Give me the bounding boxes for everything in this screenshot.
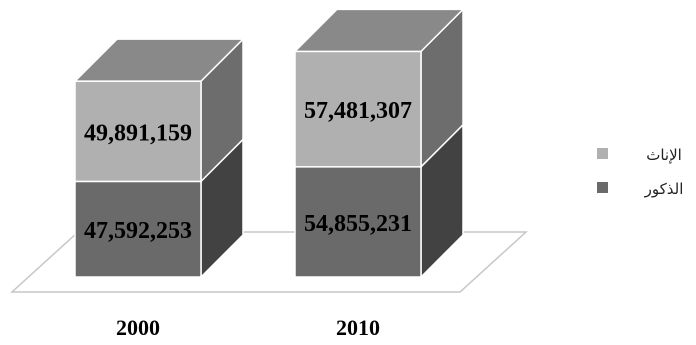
bars-group: 47,592,253 49,891,159 54,855,231 57,481,307 xyxy=(73,7,465,279)
data-label-2000-s0: 47,592,253 xyxy=(84,218,192,244)
category-label-2010: 2010 xyxy=(336,315,380,340)
data-label-2010-s1: 57,481,307 xyxy=(304,98,412,124)
category-label-2000: 2000 xyxy=(116,315,160,340)
legend-label: الذكور xyxy=(644,180,684,198)
category-labels: 2000 2010 xyxy=(116,315,380,340)
bar-top-2010 xyxy=(293,8,465,53)
bar-segment-2010-s1 xyxy=(294,50,422,168)
legend-swatch xyxy=(597,148,608,159)
legend-swatch xyxy=(597,182,608,193)
data-label-2010-s0: 54,855,231 xyxy=(304,211,412,237)
legend: الإناث الذكور xyxy=(597,146,683,198)
bar-segment-2010-s0 xyxy=(294,166,422,278)
data-label-2000-s1: 49,891,159 xyxy=(84,120,192,146)
bar-top-2000 xyxy=(73,38,245,82)
bar-segment-2000-s0 xyxy=(74,180,202,278)
legend-label: الإناث xyxy=(646,146,682,164)
bar-segment-2000-s1 xyxy=(74,80,202,183)
